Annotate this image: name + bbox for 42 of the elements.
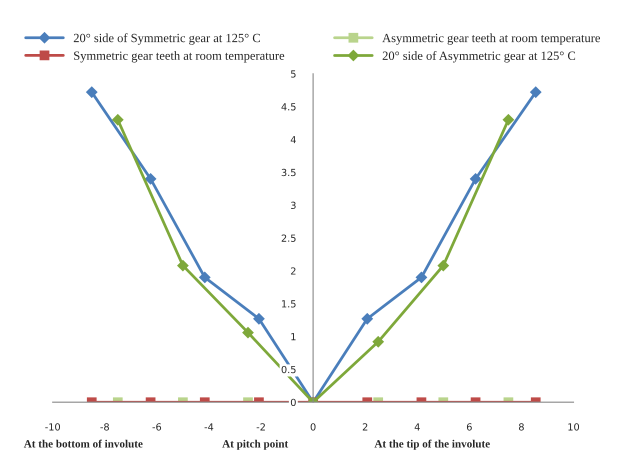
legend-label: Symmetric gear teeth at room temperature <box>74 51 284 62</box>
point <box>145 173 156 184</box>
x-tick-label: -6 <box>152 423 162 431</box>
point <box>438 260 449 272</box>
legend-label: 20° side of Asymmetric gear at 125° C <box>382 51 576 63</box>
x-tick-label: -2 <box>256 423 265 430</box>
point <box>253 313 265 324</box>
y-tick-label: 0.5 <box>282 366 296 374</box>
point <box>362 313 373 324</box>
text: At the bottom of involute <box>24 440 143 448</box>
point <box>112 114 124 126</box>
point <box>86 86 98 98</box>
x-tick-label: -10 <box>45 423 60 431</box>
text: At the tip of the involute <box>374 440 490 450</box>
y-tick-label: 1.5 <box>282 300 296 308</box>
x-tick-label: 0 <box>310 423 316 431</box>
x-tick-label: -8 <box>100 423 109 431</box>
text: At pitch point <box>222 440 288 450</box>
point <box>177 260 189 272</box>
y-tick-label: 2 <box>290 267 296 275</box>
point <box>199 272 210 284</box>
y-tick-label: 4 <box>290 136 296 144</box>
x-tick-label: 4 <box>414 423 420 430</box>
y-tick-label: 4.5 <box>281 103 296 110</box>
point <box>416 272 428 284</box>
point <box>530 86 542 98</box>
y-tick-label: 3 <box>290 202 296 209</box>
point <box>470 173 482 184</box>
y-tick-label: 0 <box>290 398 296 406</box>
x-tick-label: 8 <box>518 423 524 431</box>
x-tick-label: -4 <box>204 423 214 430</box>
legend-label: 20° side of Symmetric gear at 125° C <box>74 33 260 45</box>
y-tick-label: 3.5 <box>282 168 296 176</box>
point <box>502 114 514 126</box>
y-tick-label: 2.5 <box>282 234 296 242</box>
y-tick-label: 1 <box>291 333 296 340</box>
x-tick-label: 2 <box>362 423 368 430</box>
y-tick-label: 5 <box>291 70 296 78</box>
x-tick-label: 10 <box>568 423 580 431</box>
point <box>242 326 254 338</box>
x-tick-label: 6 <box>466 423 472 431</box>
legend-label: Asymmetric gear teeth at room temperature <box>382 33 600 45</box>
